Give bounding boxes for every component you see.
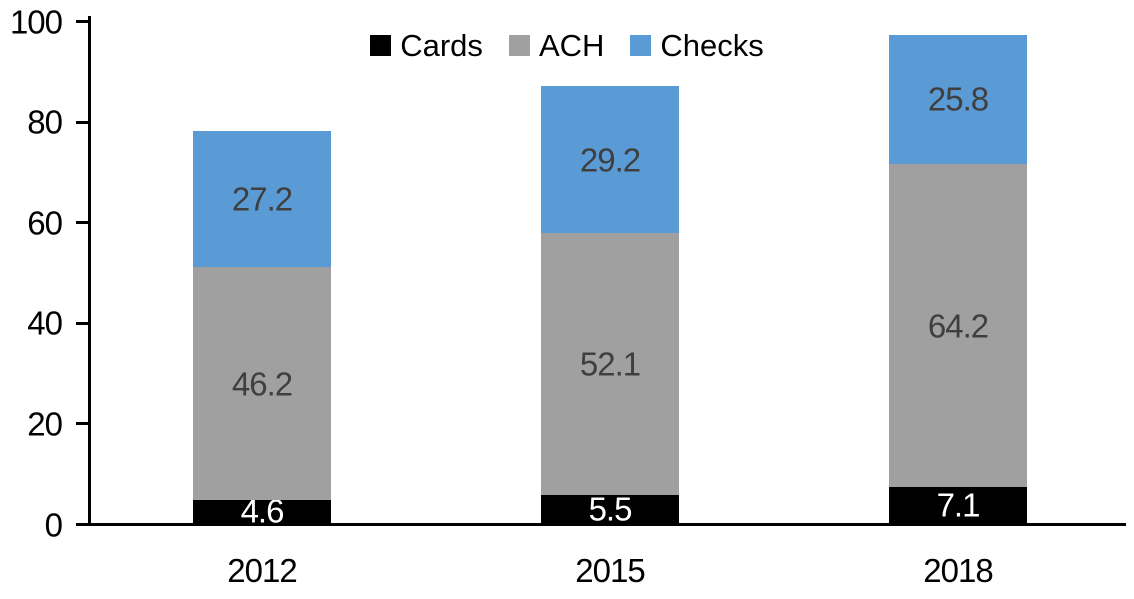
bar-segment-ach-2012 xyxy=(193,267,331,500)
y-axis-tick xyxy=(76,321,88,325)
legend-label-checks: Checks xyxy=(660,28,764,63)
bar-segment-ach-2015 xyxy=(541,233,679,496)
bar-segment-ach-2018 xyxy=(889,164,1027,488)
y-tick-label: 100 xyxy=(9,3,63,40)
bar-segment-checks-2018 xyxy=(889,34,1027,165)
y-axis-line xyxy=(88,16,91,526)
y-axis-tick xyxy=(76,523,88,526)
y-axis-tick xyxy=(76,120,88,124)
bar-value-label-checks-2012: 27.2 xyxy=(231,180,293,218)
y-tick-label: 0 xyxy=(44,506,63,543)
y-axis-tick xyxy=(76,20,88,23)
x-axis-line xyxy=(77,523,1126,526)
y-tick-label: 60 xyxy=(27,204,63,242)
legend-label-cards: Cards xyxy=(400,28,483,63)
bar-value-label-ach-2015: 52.1 xyxy=(579,345,641,383)
y-axis-tick xyxy=(76,422,88,426)
y-axis-tick xyxy=(76,221,88,225)
bar-value-label-ach-2018: 64.2 xyxy=(927,307,989,345)
x-category-label-2012: 2012 xyxy=(227,552,297,589)
bar-segment-cards-2015 xyxy=(541,495,679,523)
legend-item-cards: Cards xyxy=(370,30,483,61)
legend-swatch-checks-icon xyxy=(630,35,652,56)
bar-value-label-cards-2012: 4.6 xyxy=(240,492,285,530)
legend-item-checks: Checks xyxy=(630,28,764,63)
bar-segment-checks-2015 xyxy=(541,86,679,234)
x-category-label-2018: 2018 xyxy=(923,552,993,589)
bar-value-label-checks-2015: 29.2 xyxy=(579,141,641,179)
bar-segment-cards-2012 xyxy=(193,499,331,523)
y-tick-label: 20 xyxy=(27,405,63,443)
y-tick-label: 80 xyxy=(27,103,63,141)
legend-item-ach: ACH xyxy=(508,28,605,63)
bar-value-label-cards-2015: 5.5 xyxy=(588,490,633,528)
y-tick-label: 40 xyxy=(27,304,63,342)
bar-value-label-cards-2018: 7.1 xyxy=(936,486,981,524)
legend-swatch-ach-icon xyxy=(508,35,530,56)
bar-segment-checks-2012 xyxy=(193,130,331,268)
bar-value-label-ach-2012: 46.2 xyxy=(231,365,293,403)
bar-value-label-checks-2018: 25.8 xyxy=(927,80,989,118)
x-category-label-2015: 2015 xyxy=(575,552,645,589)
legend-swatch-cards-icon xyxy=(370,35,392,56)
bar-segment-cards-2018 xyxy=(889,487,1027,523)
legend-label-ach: ACH xyxy=(538,28,605,63)
